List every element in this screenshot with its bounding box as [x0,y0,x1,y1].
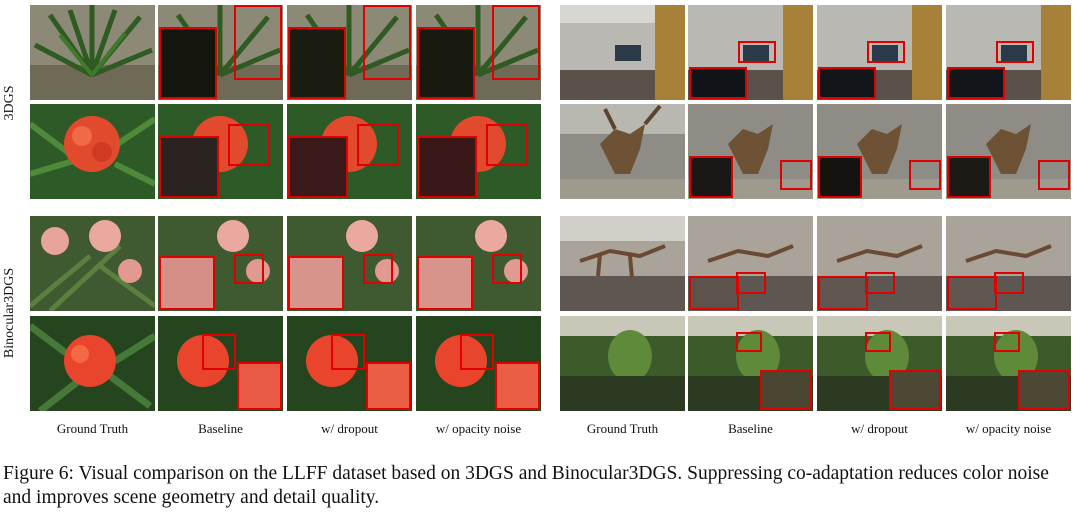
plants-baseline [688,316,813,411]
flower-dropout-highlight-box [357,124,399,166]
plants-ground-truth [560,316,685,411]
fern-opacity-noise [416,5,541,100]
flower-opacity-noise [416,104,541,199]
room-ground-truth [560,5,685,100]
trex-dropout-zoom-inset [818,276,868,310]
flower-opacity-noise-zoom-inset [417,136,477,198]
room-baseline-zoom-inset [689,67,747,99]
horns-baseline-zoom-inset [689,156,733,198]
col-label-left-dropout: w/ dropout [321,421,378,436]
col-label-right-baseline: Baseline [728,421,773,436]
trex-baseline [688,216,813,311]
plants-dropout [817,316,942,411]
col-label-right-opacity-noise: w/ opacity noise [965,421,1052,436]
fern-baseline-highlight-box [234,5,282,80]
horns-baseline-highlight-box [780,160,812,190]
col-label-left-opacity-noise: w/ opacity noise [435,421,522,436]
horns-opacity-noise-zoom-inset [947,156,991,198]
col-label-right-ground-truth: Ground Truth [586,421,659,436]
trex-opacity-noise-zoom-inset [947,276,997,310]
trex-baseline-highlight-box [736,272,766,294]
leaves-baseline-zoom-inset [237,362,282,410]
fern-ground-truth [30,5,155,100]
plants-baseline-highlight-box [736,332,762,352]
leaves-baseline [158,316,283,411]
comparison-figure: 3DGS Binocular3DGS [2,5,1071,436]
fern-baseline-zoom-inset [159,27,217,99]
orchids-baseline [158,216,283,311]
orchids-dropout [287,216,412,311]
orchids-baseline-zoom-inset [159,256,215,310]
room-dropout [817,5,942,100]
room-opacity-noise [946,5,1071,100]
room-dropout-highlight-box [867,41,905,63]
leaves-baseline-highlight-box [202,334,236,370]
row-label-binocular3dgs: Binocular3DGS [2,267,17,359]
trex-dropout-highlight-box [865,272,895,294]
plants-opacity-noise-zoom-inset [1018,370,1070,410]
col-label-right-dropout: w/ dropout [851,421,908,436]
flower-ground-truth [30,104,155,199]
plants-dropout-zoom-inset [889,370,941,410]
flower-dropout-zoom-inset [288,136,348,198]
trex-opacity-noise-highlight-box [994,272,1024,294]
figure-caption: Figure 6: Visual comparison on the LLFF … [3,463,1049,508]
plants-dropout-highlight-box [865,332,891,352]
horns-ground-truth [560,104,685,199]
leaves-opacity-noise-highlight-box [460,334,494,370]
horns-dropout [817,104,942,199]
flower-baseline [158,104,283,199]
leaves-dropout [287,316,412,411]
leaves-ground-truth [30,316,155,411]
horns-dropout-zoom-inset [818,156,862,198]
room-baseline [688,5,813,100]
room-opacity-noise-zoom-inset [947,67,1005,99]
orchids-ground-truth [30,216,155,311]
fern-baseline [158,5,283,100]
room-baseline-highlight-box [738,41,776,63]
flower-dropout [287,104,412,199]
leaves-dropout-zoom-inset [366,362,411,410]
plants-opacity-noise-highlight-box [994,332,1020,352]
orchids-opacity-noise [416,216,541,311]
orchids-dropout-zoom-inset [288,256,344,310]
fern-dropout-zoom-inset [288,27,346,99]
fern-dropout [287,5,412,100]
flower-opacity-noise-highlight-box [486,124,528,166]
col-label-left-baseline: Baseline [198,421,243,436]
orchids-baseline-highlight-box [234,254,264,284]
room-opacity-noise-highlight-box [996,41,1034,63]
trex-dropout [817,216,942,311]
fern-opacity-noise-highlight-box [492,5,540,80]
horns-dropout-highlight-box [909,160,941,190]
flower-baseline-highlight-box [228,124,270,166]
plants-opacity-noise [946,316,1071,411]
fern-opacity-noise-zoom-inset [417,27,475,99]
orchids-dropout-highlight-box [363,254,393,284]
room-dropout-zoom-inset [818,67,876,99]
horns-opacity-noise-highlight-box [1038,160,1070,190]
trex-ground-truth [560,216,685,311]
fern-dropout-highlight-box [363,5,411,80]
horns-opacity-noise [946,104,1071,199]
orchids-opacity-noise-zoom-inset [417,256,473,310]
leaves-opacity-noise [416,316,541,411]
leaves-dropout-highlight-box [331,334,365,370]
flower-baseline-zoom-inset [159,136,219,198]
trex-opacity-noise [946,216,1071,311]
trex-baseline-zoom-inset [689,276,739,310]
horns-baseline [688,104,813,199]
col-label-left-ground-truth: Ground Truth [56,421,129,436]
orchids-opacity-noise-highlight-box [492,254,522,284]
row-label-3dgs: 3DGS [2,85,17,121]
plants-baseline-zoom-inset [760,370,812,410]
leaves-opacity-noise-zoom-inset [495,362,540,410]
